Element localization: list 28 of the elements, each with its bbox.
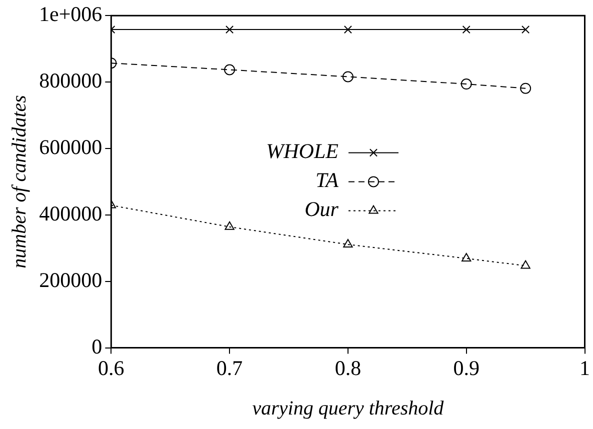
point [226, 26, 234, 34]
legend-label: WHOLE [266, 139, 339, 164]
x-tick-label: 0.6 [98, 356, 124, 380]
point [520, 82, 532, 94]
y-tick-label: 200000 [39, 268, 102, 292]
x-tick-label: 0.8 [334, 356, 362, 380]
y-tick-label: 1e+006 [38, 2, 102, 26]
point [520, 260, 530, 269]
point [522, 26, 530, 34]
y-axis-title: number of candidates [8, 94, 30, 268]
legend-label: TA [316, 168, 339, 192]
x-tick-label: 0.7 [216, 356, 243, 380]
x-tick-label: 0.9 [453, 356, 480, 380]
point [344, 26, 352, 34]
point [224, 64, 236, 76]
x-axis-title: varying query threshold [252, 397, 445, 420]
point [342, 71, 354, 82]
point [462, 26, 470, 34]
point [460, 78, 472, 90]
x-tick-label: 1 [580, 356, 590, 380]
y-tick-label: 0 [92, 334, 102, 358]
point [462, 252, 472, 262]
y-tick-label: 400000 [39, 201, 102, 226]
y-tick-label: 600000 [39, 134, 102, 159]
legend-label: Our [304, 197, 340, 222]
point [224, 221, 234, 230]
y-tick-label: 800000 [39, 68, 102, 93]
point [343, 238, 353, 248]
